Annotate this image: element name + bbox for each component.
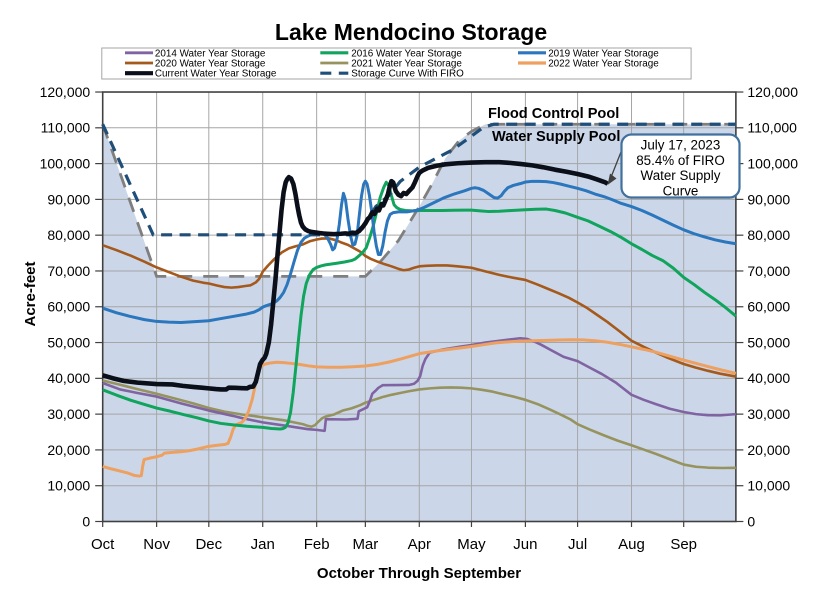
svg-text:2021 Water Year Storage: 2021 Water Year Storage <box>351 59 462 70</box>
svg-text:40,000: 40,000 <box>47 370 90 386</box>
svg-text:Water Supply Pool: Water Supply Pool <box>492 129 620 145</box>
svg-text:50,000: 50,000 <box>47 334 90 350</box>
svg-text:Aug: Aug <box>618 536 645 553</box>
svg-text:2016 Water Year Storage: 2016 Water Year Storage <box>351 48 462 59</box>
svg-text:Acre-feet: Acre-feet <box>22 261 39 326</box>
svg-text:0: 0 <box>747 513 755 529</box>
svg-text:2014 Water Year Storage: 2014 Water Year Storage <box>155 48 266 59</box>
svg-text:50,000: 50,000 <box>747 334 790 350</box>
svg-text:Water Supply: Water Supply <box>641 168 721 183</box>
svg-text:0: 0 <box>82 513 90 529</box>
svg-text:Mar: Mar <box>352 536 378 553</box>
svg-text:Dec: Dec <box>195 536 222 553</box>
svg-text:100,000: 100,000 <box>40 156 91 172</box>
svg-text:May: May <box>457 536 486 553</box>
svg-text:120,000: 120,000 <box>40 84 91 100</box>
svg-text:10,000: 10,000 <box>47 478 90 494</box>
svg-text:120,000: 120,000 <box>747 84 798 100</box>
svg-text:Jun: Jun <box>513 536 537 553</box>
svg-text:40,000: 40,000 <box>747 370 790 386</box>
svg-text:Curve: Curve <box>663 183 699 198</box>
svg-text:2020 Water Year Storage: 2020 Water Year Storage <box>155 59 266 70</box>
svg-text:2019 Water Year Storage: 2019 Water Year Storage <box>548 48 659 59</box>
svg-text:10,000: 10,000 <box>747 478 790 494</box>
svg-text:90,000: 90,000 <box>47 191 90 207</box>
svg-text:Jul: Jul <box>568 536 587 553</box>
svg-text:Flood Control Pool: Flood Control Pool <box>488 106 619 122</box>
svg-text:Apr: Apr <box>408 536 431 553</box>
svg-text:100,000: 100,000 <box>747 156 798 172</box>
svg-text:Nov: Nov <box>143 536 170 553</box>
svg-text:70,000: 70,000 <box>747 263 790 279</box>
svg-text:110,000: 110,000 <box>41 120 91 136</box>
svg-text:Storage Curve With FIRO: Storage Curve With FIRO <box>351 69 464 80</box>
svg-text:30,000: 30,000 <box>747 406 790 422</box>
svg-text:60,000: 60,000 <box>747 299 790 315</box>
svg-text:Current Water Year Storage: Current Water Year Storage <box>155 69 277 80</box>
svg-text:20,000: 20,000 <box>47 442 90 458</box>
svg-text:Sep: Sep <box>670 536 697 553</box>
svg-text:110,000: 110,000 <box>747 120 797 136</box>
svg-text:Oct: Oct <box>91 536 115 553</box>
svg-text:60,000: 60,000 <box>47 299 90 315</box>
svg-text:30,000: 30,000 <box>47 406 90 422</box>
svg-text:Jan: Jan <box>251 536 275 553</box>
svg-text:85.4% of FIRO: 85.4% of FIRO <box>636 153 725 168</box>
svg-text:Feb: Feb <box>304 536 330 553</box>
svg-text:Lake Mendocino Storage: Lake Mendocino Storage <box>275 19 547 45</box>
svg-text:80,000: 80,000 <box>747 227 790 243</box>
svg-text:July 17, 2023: July 17, 2023 <box>641 138 721 153</box>
svg-text:80,000: 80,000 <box>47 227 90 243</box>
svg-text:90,000: 90,000 <box>747 191 790 207</box>
svg-text:20,000: 20,000 <box>747 442 790 458</box>
svg-text:70,000: 70,000 <box>47 263 90 279</box>
svg-text:2022 Water Year Storage: 2022 Water Year Storage <box>548 59 659 70</box>
svg-text:October Through September: October Through September <box>317 565 521 582</box>
